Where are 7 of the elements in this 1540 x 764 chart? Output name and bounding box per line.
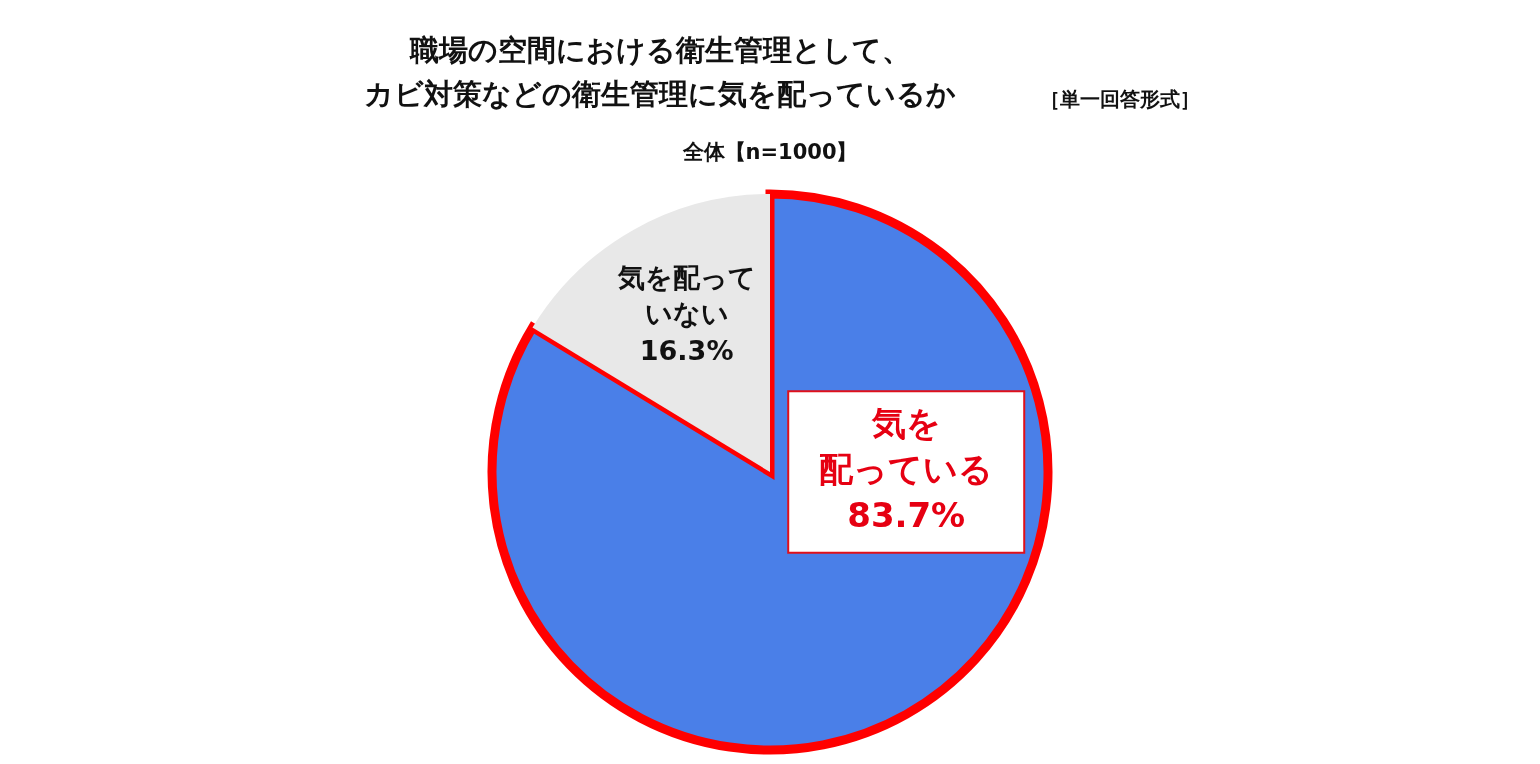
slice-label: 気を配っていない xyxy=(616,261,756,330)
chart-title: 職場の空間における衛生管理として、カビ対策などの衛生管理に気を配っているか xyxy=(364,32,956,113)
data-label: 16.3% xyxy=(639,334,734,366)
text: ［単一回答形式］ xyxy=(1040,86,1200,113)
chart-subtitle: 全体【n=1000】 xyxy=(681,139,859,166)
slice-label: 気を配っている xyxy=(819,402,994,489)
data-label: 83.7% xyxy=(847,494,966,535)
